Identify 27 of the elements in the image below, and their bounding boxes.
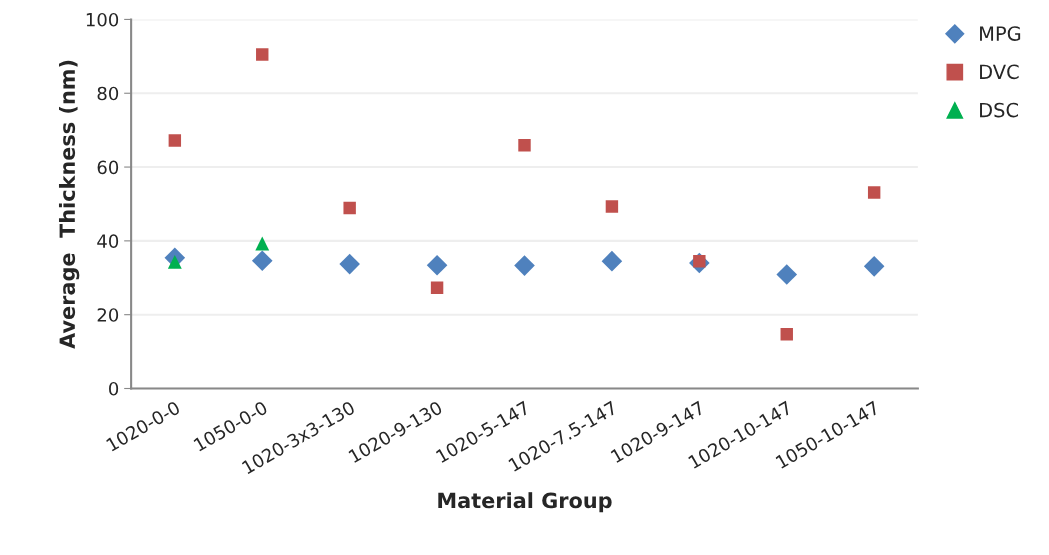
- point: [256, 48, 269, 61]
- y-tick-label: 0: [109, 381, 119, 396]
- y-tick-label: 80: [97, 86, 119, 101]
- point: [867, 186, 881, 199]
- point: [863, 256, 885, 277]
- point: [255, 236, 270, 251]
- y-tick-label: 40: [97, 234, 119, 248]
- point: [605, 200, 619, 213]
- y-tick-label: 20: [97, 308, 119, 322]
- point: [339, 253, 360, 275]
- x-axis-title: Material Group: [438, 492, 612, 513]
- point: [518, 139, 531, 152]
- y-tick-label: 60: [97, 160, 119, 175]
- point: [426, 254, 448, 276]
- point: [343, 201, 356, 215]
- legend-label: DSC: [980, 102, 1018, 118]
- point: [168, 134, 182, 147]
- point: [601, 250, 623, 272]
- point: [776, 264, 798, 285]
- legend-label: DVC: [980, 64, 1019, 80]
- y-axis-title: Average Thickness (nm): [58, 60, 80, 349]
- point: [251, 250, 273, 272]
- point: [780, 328, 793, 341]
- legend-label: MPG: [980, 26, 1021, 41]
- y-tick-label: 100: [86, 12, 119, 27]
- point: [514, 255, 535, 276]
- point: [430, 281, 444, 294]
